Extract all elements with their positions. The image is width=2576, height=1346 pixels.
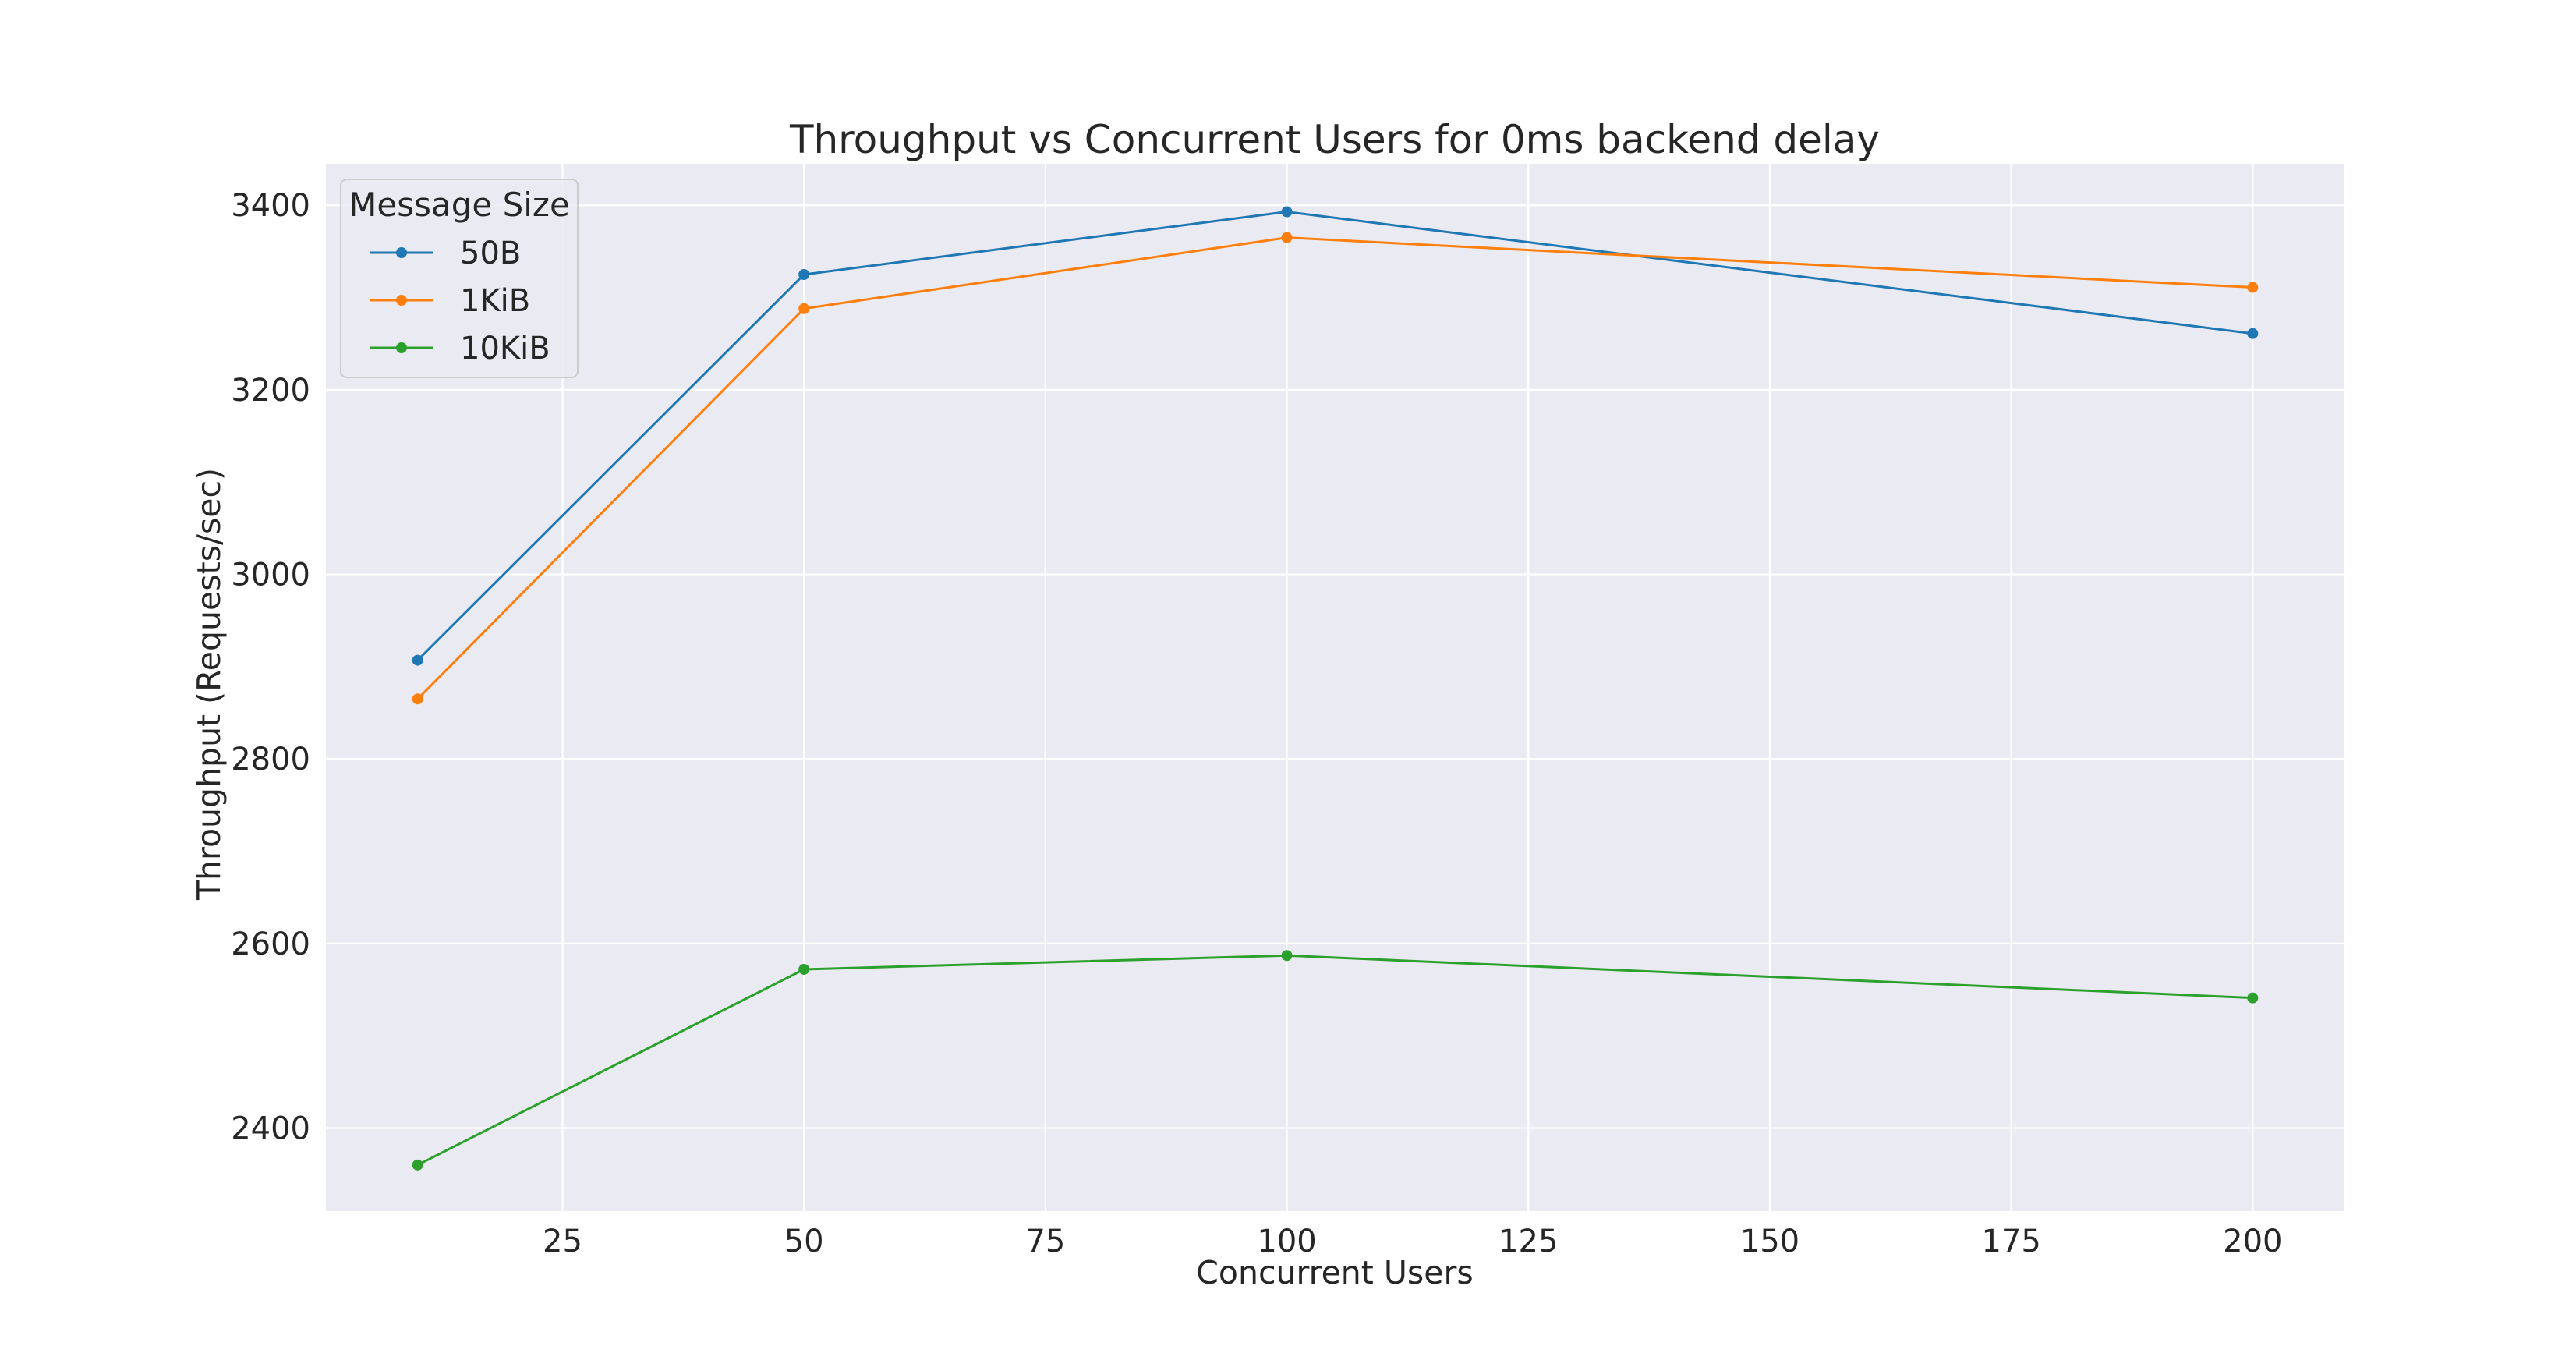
series-line — [416, 211, 2253, 661]
legend-marker — [396, 247, 407, 258]
x-tick-label: 200 — [2223, 1224, 2282, 1259]
data-point — [1281, 950, 1293, 962]
x-tick-label: 100 — [1257, 1224, 1316, 1259]
legend-entry-1kib: 1KiB — [370, 283, 530, 319]
series-10kib — [412, 950, 2259, 1171]
plot-area — [326, 164, 2344, 1211]
x-tick-label: 150 — [1740, 1224, 1799, 1259]
legend-entries: 50B 1KiB 10KiB — [370, 236, 550, 367]
y-tick-label: 3000 — [231, 558, 310, 593]
data-point — [412, 1159, 423, 1171]
legend-marker — [396, 342, 407, 353]
legend-title: Message Size — [349, 186, 570, 224]
x-tick-label: 75 — [1025, 1224, 1065, 1259]
data-point — [412, 654, 423, 666]
x-tick-label: 175 — [1981, 1224, 2040, 1259]
data-point — [412, 693, 423, 705]
data-point — [2247, 328, 2259, 339]
legend-entry-50b: 50B — [370, 236, 521, 271]
data-point — [1281, 232, 1293, 243]
series-layer — [412, 206, 2259, 1171]
chart-title: Throughput vs Concurrent Users for 0ms b… — [789, 117, 1880, 162]
legend-label: 10KiB — [460, 331, 550, 367]
data-point — [2247, 282, 2259, 293]
y-tick-label: 2600 — [231, 926, 310, 962]
y-tick-label: 2400 — [231, 1111, 310, 1147]
legend-label: 50B — [460, 236, 521, 271]
x-axis-label: Concurrent Users — [1196, 1254, 1473, 1291]
y-tick-label: 2800 — [231, 742, 310, 777]
legend-marker — [396, 295, 407, 306]
data-point — [798, 963, 810, 975]
y-tick-label: 3400 — [231, 188, 310, 224]
legend-label: 1KiB — [460, 283, 530, 319]
legend: Message Size 50B 1KiB 10KiB — [340, 179, 579, 378]
series-1kib — [412, 232, 2259, 705]
series-line — [416, 236, 2253, 700]
x-axis-ticks: 25 50 75 100 125 150 175 200 — [543, 1224, 2282, 1259]
data-point — [798, 303, 810, 314]
y-tick-label: 3200 — [231, 373, 310, 409]
x-tick-label: 50 — [784, 1224, 824, 1259]
series-line — [417, 954, 2253, 1167]
legend-entry-10kib: 10KiB — [370, 331, 550, 367]
data-point — [798, 268, 810, 280]
x-tick-label: 125 — [1499, 1224, 1558, 1259]
y-axis-ticks: 2400 2600 2800 3000 3200 3400 — [231, 188, 310, 1146]
legend-box — [340, 179, 579, 378]
y-axis-label: Throughput (Requests/sec) — [190, 468, 228, 901]
data-point — [1281, 206, 1293, 218]
x-tick-label: 25 — [543, 1224, 582, 1259]
series-50b — [412, 206, 2259, 666]
data-point — [2247, 992, 2259, 1004]
